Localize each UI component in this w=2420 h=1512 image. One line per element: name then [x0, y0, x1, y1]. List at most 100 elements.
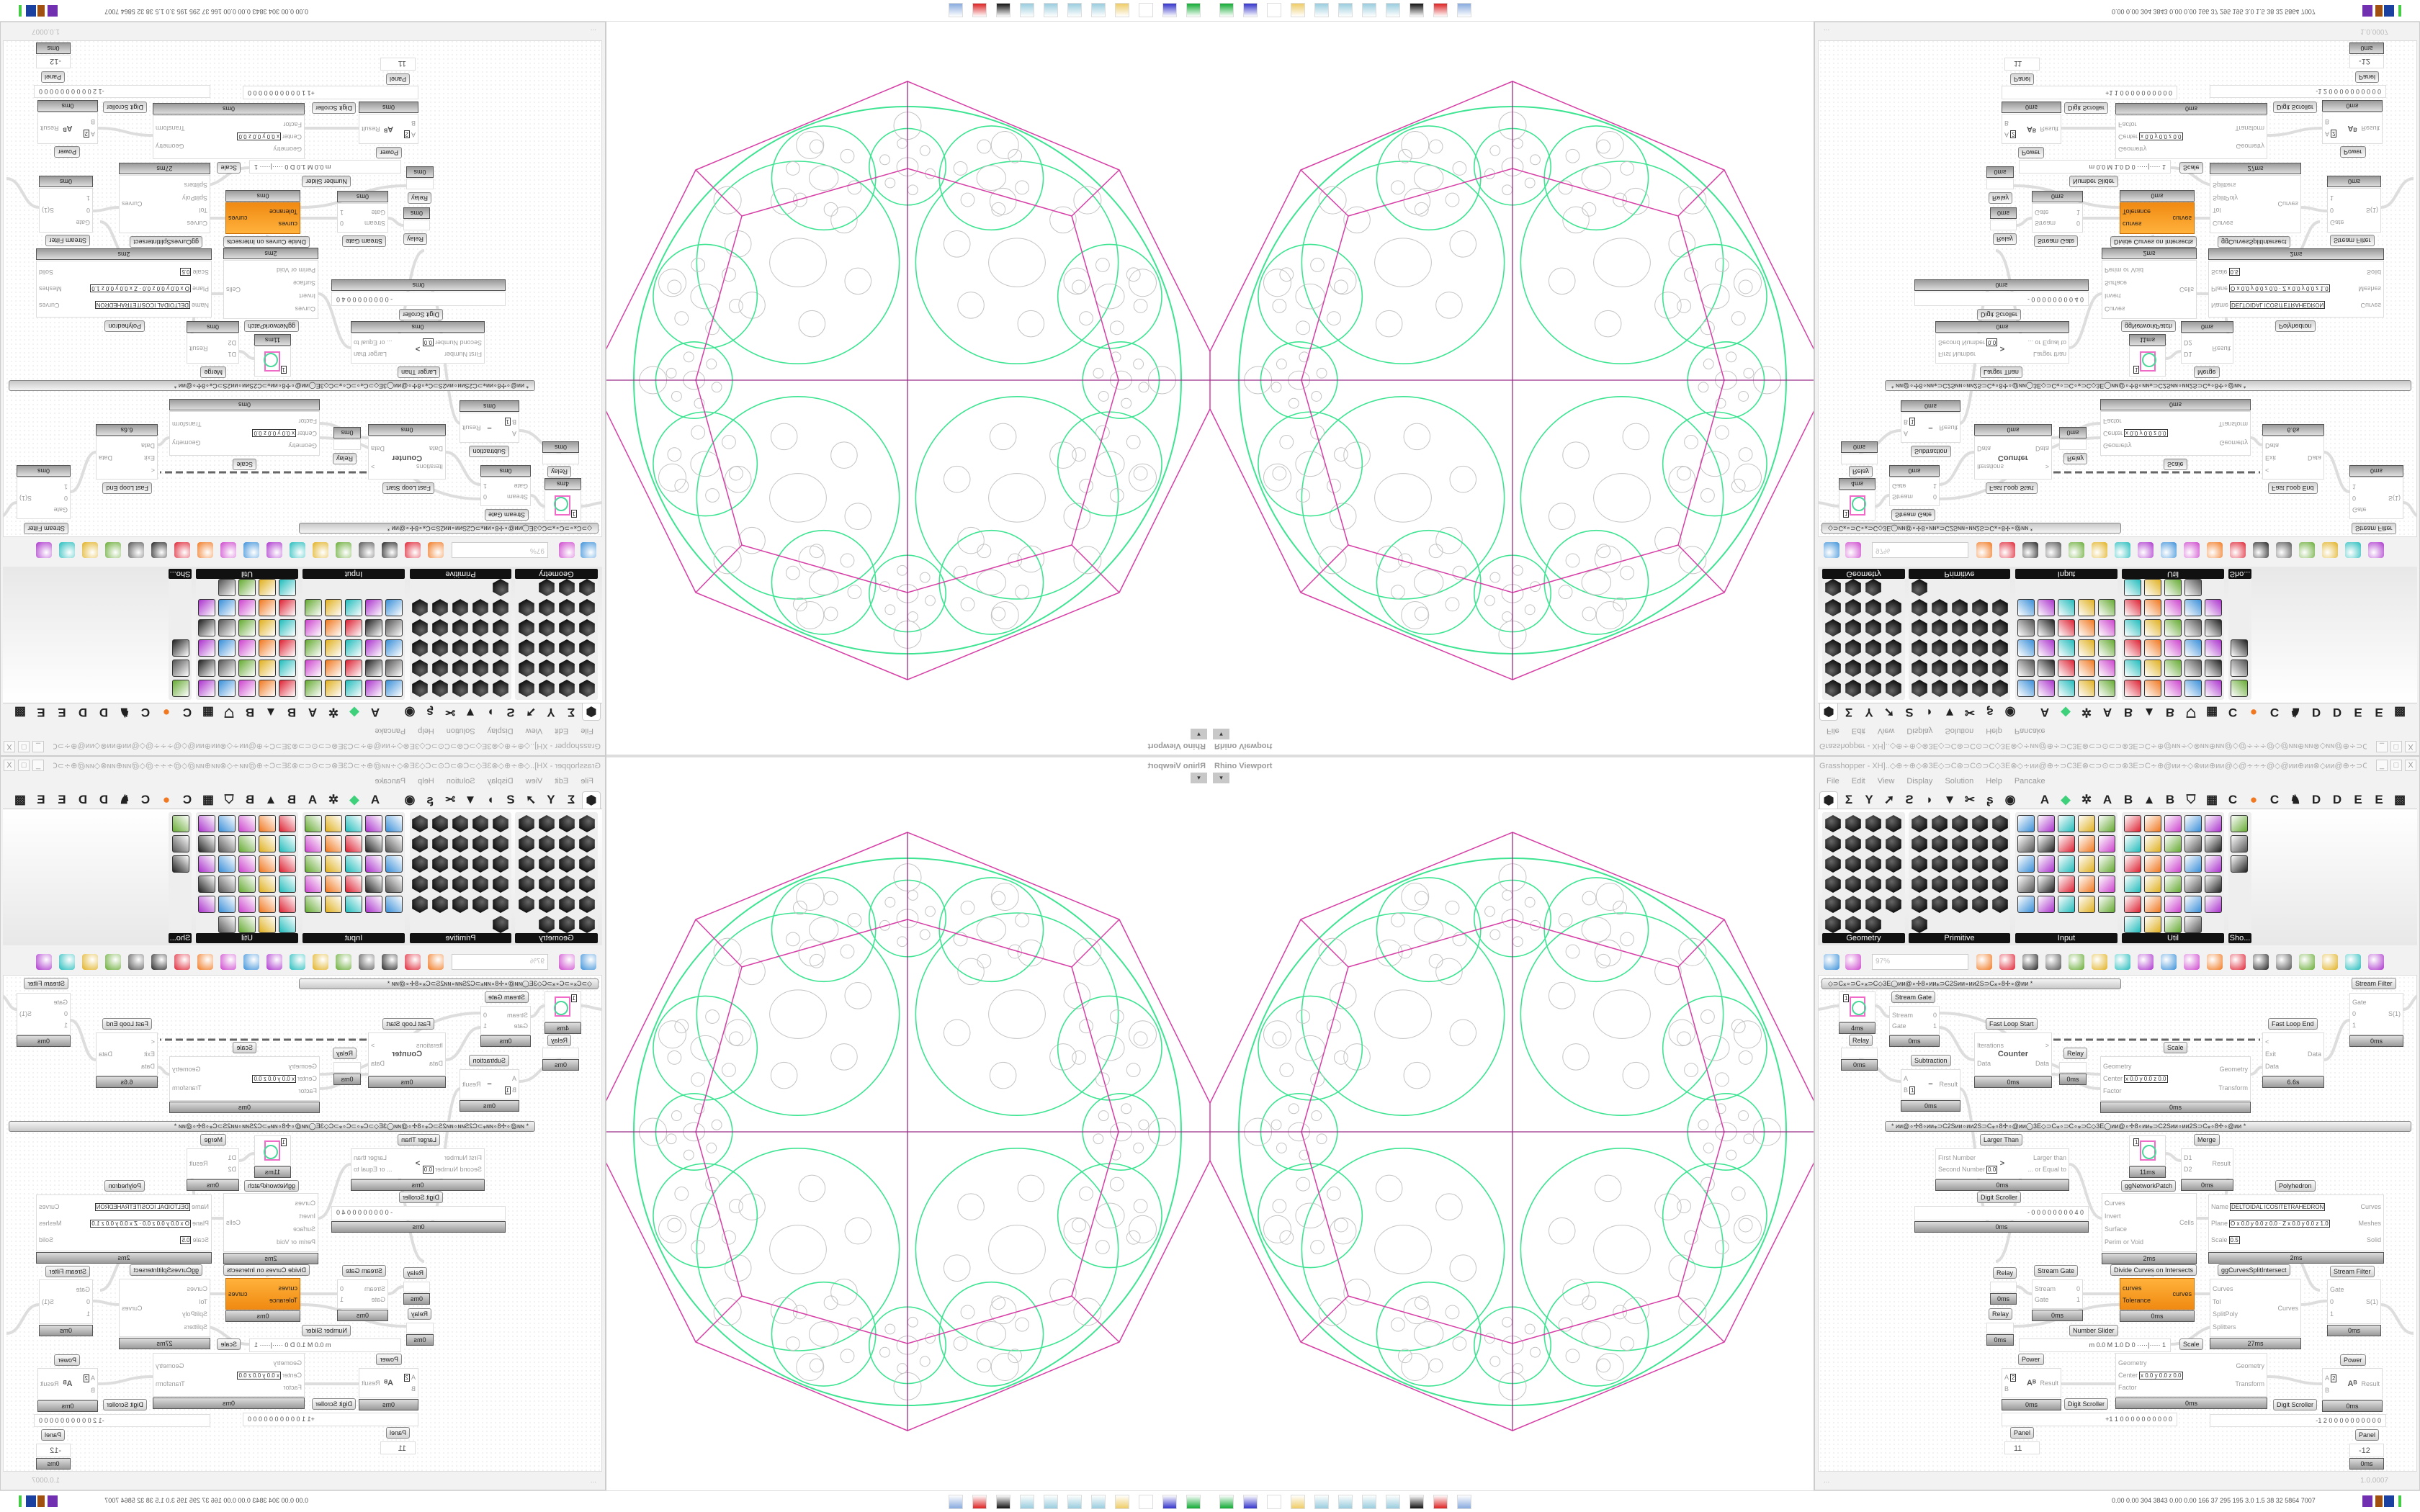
ribbon-panel-label[interactable]: Input	[2015, 933, 2118, 943]
input-param[interactable]: 0	[2330, 1297, 2334, 1305]
component-node[interactable]: Curves Invert Surface Perim or Void Cells	[2102, 1193, 2197, 1252]
ring-icon[interactable]	[238, 579, 256, 596]
relay-node[interactable]	[1841, 454, 1878, 464]
ring-toggle-icon[interactable]	[151, 542, 167, 558]
group-label-bar[interactable]: * ᴎᴎ@∘✢8∘ᴎᴎ⁎⊃C2Sᴎᴎ∘ᴎᴎ2S⊃C⁎∘8✢∘@ᴎᴎ◯3E◇⊃C⁎…	[9, 1121, 535, 1132]
colour-swatch-icon[interactable]	[325, 599, 342, 616]
tab-e[interactable]: E	[58, 706, 66, 719]
img-icon[interactable]	[345, 639, 362, 657]
input-param[interactable]: Factor	[283, 1383, 302, 1391]
pdb-icon[interactable]	[2038, 876, 2055, 893]
merge-node[interactable]: D1 D2 Result	[187, 333, 239, 364]
ggnetworkpatch-node[interactable]: 1	[254, 1135, 291, 1166]
rhino-viewport[interactable]: Rhino Viewport ▾	[606, 756, 1210, 1490]
input-param[interactable]: Curves	[295, 305, 315, 312]
mesh-face-icon[interactable]	[1865, 896, 1881, 913]
input-param[interactable]: A	[1904, 430, 1909, 437]
transform-icon[interactable]	[492, 579, 509, 596]
divide-curves-on-intersects-node[interactable]: curves Tolerance curves	[225, 202, 300, 234]
input-param[interactable]: Geometry	[2118, 1359, 2147, 1367]
stream-filter-node[interactable]: Gate 0 1 S(1)	[2349, 993, 2403, 1035]
relay-node[interactable]	[403, 1282, 430, 1292]
input-param[interactable]: Gate	[2352, 506, 2367, 513]
arc-icon[interactable]	[578, 599, 596, 616]
tab-c[interactable]: C	[182, 706, 192, 719]
transform-icon[interactable]	[1912, 916, 1927, 933]
output-param[interactable]: ... or Equal to	[2027, 339, 2066, 346]
floppy-64-icon[interactable]	[1162, 1495, 1177, 1509]
input-param[interactable]: Surface	[2105, 1225, 2128, 1233]
guid-icon[interactable]	[411, 835, 429, 852]
cross-icon[interactable]	[2184, 916, 2202, 933]
larger-than-label[interactable]: Larger Than	[398, 1134, 440, 1146]
graph-mapper-icon[interactable]	[385, 835, 403, 852]
fast-loop-start-label[interactable]: Fast Loop Start	[382, 1018, 434, 1030]
colour-picker-icon[interactable]	[345, 680, 362, 697]
data-path-icon[interactable]	[1972, 835, 1988, 852]
minimize-button[interactable]: _	[2376, 741, 2388, 752]
tab-a[interactable]: A	[2040, 706, 2050, 719]
stream-gate-node[interactable]: Stream Gate 0 1	[480, 477, 531, 506]
number-icon[interactable]	[1972, 876, 1988, 893]
menu-view[interactable]: View	[1877, 726, 1895, 735]
param-value[interactable]: O x 0.0 y 0.0 z 0.0 · Z x 0.0 y 0.0 z 1.…	[2229, 284, 2330, 293]
transform-icon[interactable]: ʂ	[426, 706, 434, 719]
cube-icon[interactable]	[1845, 876, 1861, 893]
relay-label[interactable]: Relay	[1849, 466, 1873, 477]
input-param[interactable]: Gate	[53, 999, 68, 1006]
value-display[interactable]: m 0.0 M 1.0 D 0 ·····|····· 1	[2089, 1341, 2166, 1349]
divide-curves-on-intersects-node[interactable]: curves Tolerance curves	[2120, 202, 2195, 234]
notepad-icon[interactable]	[1314, 3, 1329, 17]
zoom-level-field[interactable]: 97%	[452, 542, 548, 558]
param-value[interactable]: 2	[403, 1374, 410, 1382]
mesh-icon[interactable]	[1845, 599, 1862, 616]
divide-curves-on-intersects-label[interactable]: Divide Curves on Intersects	[223, 236, 310, 248]
stream-filter-node[interactable]: Gate 0 1 S(1)	[2349, 477, 2403, 519]
value-display[interactable]: - 0 0 0 0 0 0 0 0 4 0	[336, 296, 393, 303]
fuse-icon[interactable]	[259, 876, 276, 893]
sphere-ball-icon[interactable]	[198, 660, 215, 677]
unicode-icon[interactable]	[1932, 855, 1948, 873]
axes-icon[interactable]	[2124, 639, 2141, 657]
panel-label[interactable]: Panel	[40, 1429, 65, 1441]
remote-terminal-icon[interactable]	[1186, 1495, 1201, 1509]
tab-c[interactable]: C	[2228, 706, 2238, 719]
palette-icon[interactable]	[198, 599, 215, 616]
rooster-icon[interactable]: ♞	[2290, 706, 2301, 719]
gear-icon[interactable]: ✲	[2081, 706, 2092, 719]
notepad-icon[interactable]	[1338, 3, 1353, 17]
panel-node[interactable]: 11	[2004, 1441, 2040, 1454]
tab-a[interactable]: A	[2102, 793, 2112, 806]
input-param[interactable]: Iterations	[1977, 463, 2004, 471]
seven-icon[interactable]	[218, 855, 236, 873]
sphere-icon[interactable]	[1992, 896, 2008, 913]
intersect-icon[interactable]: ✂	[1964, 793, 1976, 806]
list-icon[interactable]	[2038, 896, 2055, 913]
colour-swatch-icon[interactable]	[325, 896, 342, 913]
grid-icon[interactable]: ▦	[2205, 793, 2218, 806]
menu-display[interactable]: Display	[1906, 777, 1933, 786]
point-icon[interactable]	[1824, 660, 1842, 677]
mesh-icon[interactable]	[558, 599, 575, 616]
save-file-icon[interactable]	[559, 542, 575, 558]
arrow-vector-icon[interactable]	[472, 835, 489, 852]
wand-icon[interactable]	[218, 876, 236, 893]
open-file-icon[interactable]	[581, 954, 596, 970]
abc-icon[interactable]	[2124, 916, 2141, 933]
input-param[interactable]: D1	[2184, 1154, 2192, 1161]
ggcurvessplitintersect-node[interactable]: Curves Tol SplitPoly Splitters Curves	[2210, 1279, 2301, 1337]
input-param[interactable]: PlaneO x 0.0 y 0.0 z 0.0 · Z x 0.0 y 0.0…	[90, 284, 209, 293]
sets-y-icon[interactable]: Y	[547, 793, 555, 806]
play-icon[interactable]	[2124, 835, 2141, 852]
fast-loop-start-node[interactable]: Iterations Data > Data Counter	[368, 436, 446, 480]
hexagon-icon[interactable]	[452, 855, 469, 873]
notepad-icon[interactable]	[1338, 1495, 1353, 1509]
balloon-icon[interactable]	[220, 954, 236, 970]
id-icon[interactable]	[1972, 896, 1988, 913]
preview-node[interactable]: 1	[544, 991, 581, 1022]
save-file-icon[interactable]	[559, 954, 575, 970]
premiere-icon[interactable]	[238, 599, 256, 616]
